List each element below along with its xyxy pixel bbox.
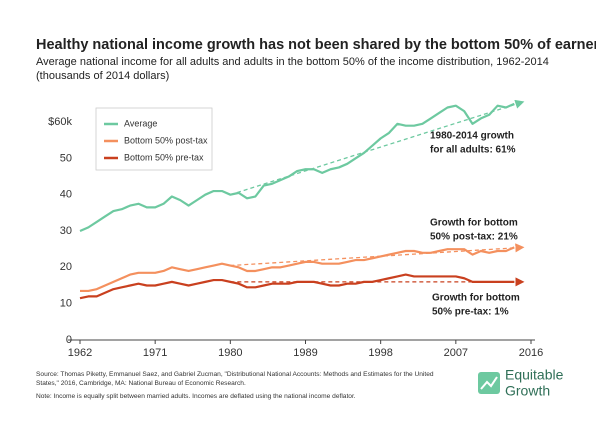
annotation: for all adults: 61% [430, 145, 516, 156]
source: States," 2016, Cambridge, MA: National B… [36, 380, 246, 387]
logo: Equitable Growth [478, 367, 564, 399]
logo-arrow [480, 376, 498, 390]
x-tick-label: 1971 [143, 347, 167, 359]
subtitle: Average national income for all adults a… [36, 56, 549, 68]
annotation: Growth for bottom [430, 218, 518, 229]
brand: Equitable [505, 367, 564, 383]
y-tick-label: 10 [60, 298, 72, 310]
x-tick-label: 2007 [444, 347, 468, 359]
annotation: Growth for bottom [432, 293, 520, 304]
x-tick-label: 1962 [68, 347, 92, 359]
x-tick-label: 1989 [293, 347, 317, 359]
x-tick-label: 1980 [218, 347, 242, 359]
y-tick-label: 0 [66, 334, 72, 346]
subtitle: (thousands of 2014 dollars) [36, 70, 169, 82]
series-line [79, 102, 515, 233]
source: Source: Thomas Piketty, Emmanuel Saez, a… [36, 371, 434, 378]
annotation: 50% post-tax: 21% [430, 232, 518, 243]
series-line [80, 246, 515, 293]
brand: Growth [505, 383, 550, 399]
legend-box [95, 107, 213, 171]
y-tick-label: $60k [48, 116, 72, 128]
annotation: 50% pre-tax: 1% [432, 307, 509, 318]
trend-arrow [230, 99, 525, 196]
x-tick-label: 1998 [368, 347, 392, 359]
chart-title: Healthy national income growth has not b… [36, 37, 596, 53]
y-tick-label: 20 [60, 261, 72, 273]
y-tick-label: 30 [60, 225, 72, 237]
y-tick-label: 40 [60, 189, 72, 201]
y-tick-label: 50 [60, 152, 72, 164]
x-tick-label: 2016 [519, 347, 543, 359]
note: Note: Income is equally split between ma… [36, 393, 356, 400]
annotation: 1980-2014 growth [430, 131, 514, 142]
legend-label: Bottom 50% post-tax [124, 135, 208, 145]
legend-label: Bottom 50% pre-tax [124, 152, 204, 162]
legend-label: Average [124, 118, 157, 128]
